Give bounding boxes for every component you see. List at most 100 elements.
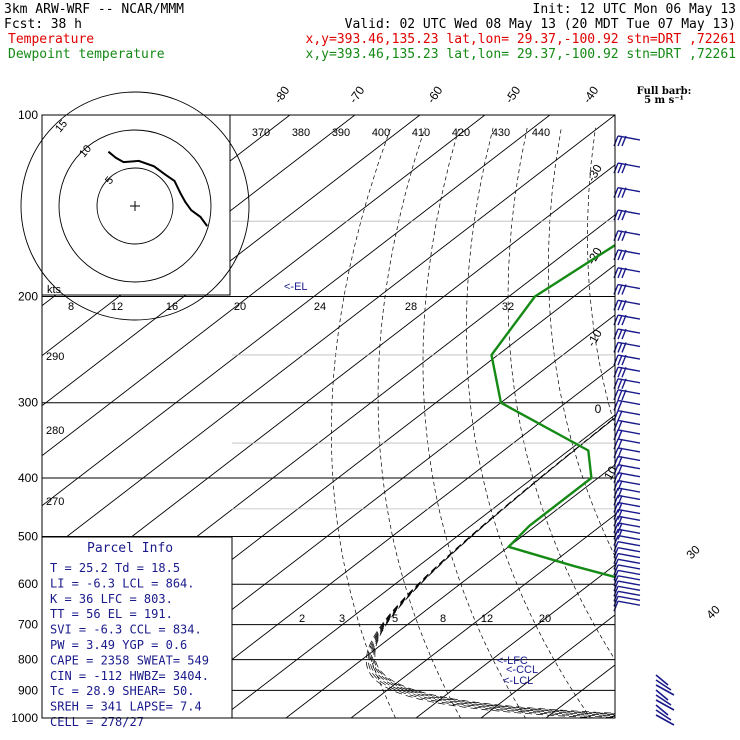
isotherm-line	[42, 164, 615, 607]
pressure-tick-label: 800	[18, 653, 38, 667]
parcel-info-row: K = 36 LFC = 803.	[50, 592, 173, 606]
parcel-info-row: TT = 56 EL = 191.	[50, 607, 173, 621]
isotherm-line	[545, 664, 615, 718]
isotherm-label: -60	[424, 83, 446, 106]
parcel-info-title: Parcel Info	[87, 541, 173, 556]
wind-barb-flag	[621, 267, 627, 279]
theta-e-label: 390	[332, 127, 350, 139]
wind-barb	[655, 679, 672, 691]
dry-adiabat	[732, 128, 740, 731]
level-label: <-LFC	[497, 655, 528, 667]
speed-tick-label: 24	[314, 301, 326, 313]
wind-barb-flag	[617, 429, 623, 441]
temperature-profile	[661, 115, 740, 702]
pressure-tick-label: 200	[18, 290, 38, 304]
parcel-info-row: LI = -6.3 LCL = 864.	[50, 576, 195, 590]
isotherm-line	[42, 115, 551, 507]
dry-adiabat	[548, 127, 615, 557]
wind-barb	[617, 580, 641, 586]
pressure-tick-label: 600	[18, 577, 38, 591]
wind-barb-flag	[621, 135, 627, 147]
wind-barb-flag	[621, 162, 627, 174]
speed-tick-label: 16	[166, 301, 178, 313]
wind-barb	[655, 704, 669, 716]
init-time: Init: 12 UTC Mon 06 May 13	[533, 2, 737, 17]
parcel-info-row: PW = 3.49 YGP = 0.6	[50, 638, 187, 652]
dewpoint-profile	[490, 243, 615, 579]
wind-barb	[655, 674, 669, 686]
isotherm-label: -30	[584, 162, 605, 184]
wind-barb-flag	[617, 209, 623, 221]
isotherm-line	[350, 514, 615, 718]
wind-barb-flag	[617, 378, 623, 390]
isotherm-label: -10	[584, 327, 605, 349]
wind-barb-flag	[617, 135, 623, 147]
hodograph-trace	[107, 150, 209, 227]
speed-tick-label: 20	[234, 301, 246, 313]
theta-e-label: 420	[452, 127, 470, 139]
dry-adiabat	[377, 127, 461, 718]
forecast-label: Fcst:	[4, 17, 43, 32]
pressure-tick-label: 300	[18, 396, 38, 410]
plot-frame	[41, 114, 616, 719]
full-barb-value: 5 m s⁻¹	[644, 95, 684, 106]
wind-barb-flag	[621, 249, 627, 261]
wind-barb-flag	[617, 516, 623, 527]
isotherm-label: -50	[502, 83, 524, 106]
mixing-ratio-label: 2	[299, 613, 305, 625]
mixing-ratio-label: 20	[539, 613, 551, 625]
theta-e-label: 400	[372, 127, 390, 139]
wind-barb-flag	[617, 389, 623, 401]
wind-barb-flag	[617, 495, 623, 506]
mixing-ratio-label: 5	[392, 613, 398, 625]
wind-barb-flag	[617, 162, 623, 174]
wind-barb-flag	[617, 487, 623, 499]
temperature-location: x,y=393.46,135.23 lat,lon= 29.37,-100.92…	[306, 32, 736, 47]
dry-adiabat	[465, 127, 591, 718]
wind-barb-flag	[617, 284, 623, 295]
theta-e-label: 440	[532, 127, 550, 139]
wind-barb-flag	[617, 420, 623, 431]
wind-barb-flag	[621, 187, 627, 198]
speed-tick-label: 8	[68, 301, 74, 313]
wind-barb	[617, 600, 641, 606]
dry-adiabat	[662, 128, 740, 731]
wind-barb-flag	[621, 284, 627, 295]
pressure-tick-label: 100	[18, 108, 38, 122]
theta-e-label: 370	[252, 127, 270, 139]
hodograph-frame	[41, 114, 231, 296]
isotherm-label: 0	[595, 402, 602, 416]
wind-barb-flag	[617, 529, 623, 540]
wind-barb	[655, 699, 675, 711]
level-label: <-EL	[284, 281, 308, 293]
wind-barb-flag	[617, 249, 623, 261]
wind-barb	[617, 564, 641, 570]
wind-barb-flag	[617, 502, 623, 513]
wind-barb-flag	[621, 230, 627, 242]
parcel-info-panel: Parcel Info T = 25.2 Td = 18.5LI = -6.3 …	[41, 536, 233, 729]
wind-barb	[617, 575, 641, 581]
mixing-ratio-label: 3	[339, 613, 345, 625]
wind-barb-flag	[617, 314, 623, 326]
wind-barb-flag	[621, 378, 627, 390]
wind-barb	[655, 684, 675, 696]
dewpoint-location: x,y=393.46,135.23 lat,lon= 29.37,-100.92…	[306, 47, 736, 62]
dry-adiabat-label: 290	[46, 351, 64, 363]
wind-barb	[617, 552, 641, 559]
level-markers: <-EL <-LFC<-CCL<-LCL	[284, 281, 538, 687]
wind-barb	[655, 689, 669, 701]
wind-barb-flag	[617, 187, 623, 198]
wind-barb	[655, 709, 672, 721]
mixing-ratio-label: 12	[481, 613, 493, 625]
wind-barb	[655, 694, 672, 706]
parcel-info-row: Tc = 28.9 SHEAR= 50.	[50, 684, 195, 698]
isotherm-line	[220, 414, 615, 718]
wind-barb-flag	[617, 328, 623, 340]
wind-barb-flag	[621, 300, 627, 311]
speed-tick-label: 28	[405, 301, 417, 313]
isotherm-line	[659, 87, 740, 730]
dry-adiabat	[422, 127, 526, 718]
hodograph-ring	[58, 129, 212, 283]
wind-barb	[617, 541, 641, 547]
